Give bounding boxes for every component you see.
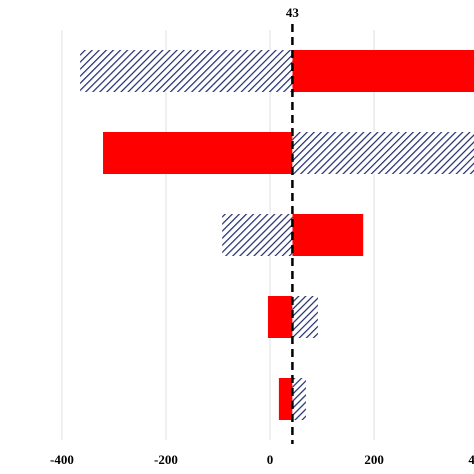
bar	[292, 132, 474, 174]
bar	[292, 296, 318, 338]
reference: 43	[286, 5, 300, 444]
x-tick-label: 400	[468, 452, 474, 467]
bar	[292, 214, 364, 256]
reference-label: 43	[286, 5, 300, 20]
bar	[278, 378, 293, 420]
grid: -400 -200 0 200 400	[50, 30, 474, 467]
bar	[103, 132, 293, 174]
bars	[80, 50, 474, 420]
bar	[80, 50, 293, 92]
bar	[292, 50, 474, 92]
x-tick-label: -200	[154, 452, 178, 467]
x-tick-label: 0	[267, 452, 274, 467]
x-tick-label: 200	[364, 452, 384, 467]
x-tick-label: -400	[50, 452, 74, 467]
bar	[267, 296, 293, 338]
bar	[292, 378, 306, 420]
bar	[222, 214, 293, 256]
